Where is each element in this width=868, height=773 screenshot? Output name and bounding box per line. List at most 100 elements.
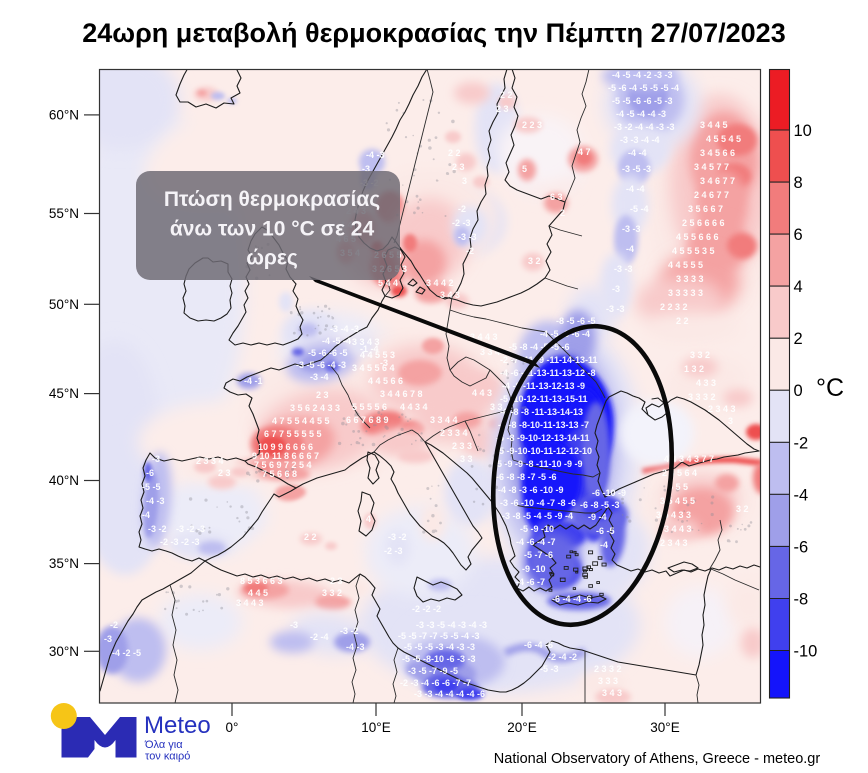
svg-text:6 7 7 5 5 5 5 5: 6 7 7 5 5 5 5 5 xyxy=(264,429,322,439)
svg-text:-4 -5 -4 -2 -3 -3: -4 -5 -4 -2 -3 -3 xyxy=(612,70,673,80)
svg-text:-9 -4: -9 -4 xyxy=(588,512,607,522)
svg-text:-4 -3: -4 -3 xyxy=(366,150,385,160)
svg-text:4 4 5: 4 4 5 xyxy=(248,588,268,598)
svg-text:-5 -5: -5 -5 xyxy=(142,482,161,492)
svg-text:5 4 4: 5 4 4 xyxy=(378,278,398,288)
svg-text:2 2: 2 2 xyxy=(676,316,689,326)
svg-text:5 5 5 5 6: 5 5 5 5 6 xyxy=(352,402,387,412)
svg-text:2 3 5 6 4: 2 3 5 6 4 xyxy=(662,468,697,478)
svg-text:-5 -5 -7 -7 -5 -5 -4 -3: -5 -5 -7 -7 -5 -5 -4 -3 xyxy=(398,631,480,641)
svg-text:-5 -7 -6: -5 -7 -6 xyxy=(524,550,553,560)
svg-text:3 4 4 6 7 8: 3 4 4 6 7 8 xyxy=(380,389,423,399)
svg-text:-2: -2 xyxy=(458,204,466,214)
svg-text:-4 -8 -8-10-11-13-13 -7: -4 -8 -8-10-11-13-13 -7 xyxy=(498,420,589,430)
svg-text:-5 -4: -5 -4 xyxy=(630,204,649,214)
svg-text:2 3 3 4: 2 3 3 4 xyxy=(440,428,468,438)
svg-text:4 7 5 5 4 4 5 5: 4 7 5 5 4 4 5 5 xyxy=(272,416,330,426)
svg-text:2 5 6 6 6 6: 2 5 6 6 6 6 xyxy=(682,218,725,228)
svg-text:-1 -4: -1 -4 xyxy=(360,344,379,354)
svg-text:30°E: 30°E xyxy=(650,720,679,735)
svg-text:3 3 2: 3 3 2 xyxy=(690,350,710,360)
svg-text:-6 -8 -8 -7 -5 -6: -6 -8 -8 -7 -5 -6 xyxy=(496,472,557,482)
svg-text:3 3 3 2: 3 3 3 2 xyxy=(688,392,716,402)
svg-text:Όλα για: Όλα για xyxy=(144,739,183,751)
svg-text:-5 -6 -6 -5: -5 -6 -6 -5 xyxy=(308,348,348,358)
svg-text:-3: -3 xyxy=(104,634,112,644)
svg-text:-3 -3 -5 -4 -3 -4 -3: -3 -3 -5 -4 -3 -4 -3 xyxy=(416,620,487,630)
svg-text:7 5 6 9 7 2 5 4: 7 5 6 9 7 2 5 4 xyxy=(254,460,312,470)
svg-text:-2 -3: -2 -3 xyxy=(452,218,471,228)
svg-text:3 4 3: 3 4 3 xyxy=(602,688,622,698)
svg-text:-3 -5 -3: -3 -5 -3 xyxy=(622,164,651,174)
svg-text:-4 -2 -5: -4 -2 -5 xyxy=(112,648,141,658)
svg-text:7 5 6 6 8: 7 5 6 6 8 xyxy=(262,469,297,479)
svg-text:3 4 4 2: 3 4 4 2 xyxy=(426,278,454,288)
svg-text:2 2 3 2: 2 2 3 2 xyxy=(660,302,688,312)
svg-text:4: 4 xyxy=(794,278,803,296)
svg-text:-4 -3: -4 -3 xyxy=(346,642,365,652)
svg-text:3 3: 3 3 xyxy=(460,454,473,464)
svg-text:60°N: 60°N xyxy=(49,107,79,122)
svg-text:3 4 5 7 7: 3 4 5 7 7 xyxy=(694,162,729,172)
svg-text:-3 -2: -3 -2 xyxy=(148,524,167,534)
svg-text:-2 -3 -2 -3: -2 -3 -2 -3 xyxy=(160,537,200,547)
svg-text:2 3: 2 3 xyxy=(316,390,329,400)
svg-text:3 4 3: 3 4 3 xyxy=(440,290,460,300)
svg-text:National Observatory of Athens: National Observatory of Athens, Greece -… xyxy=(494,751,821,767)
svg-text:-3: -3 xyxy=(152,454,160,464)
svg-text:3 3 2: 3 3 2 xyxy=(322,588,342,598)
svg-text:2 2: 2 2 xyxy=(500,90,513,100)
svg-text:ώρες: ώρες xyxy=(246,247,298,270)
svg-text:10 9 9 6 6 6 6: 10 9 9 6 6 6 6 xyxy=(258,442,313,452)
svg-text:-2 -3 -4 -6 -6 -7 -7: -2 -3 -4 -6 -6 -7 -7 xyxy=(400,678,471,688)
svg-text:4: 4 xyxy=(366,514,371,524)
svg-text:-5 -3: -5 -3 xyxy=(540,664,559,674)
svg-text:-4: -4 xyxy=(794,486,809,504)
svg-text:3 5 4 5 5: 3 5 4 5 5 xyxy=(660,496,695,506)
svg-text:-5 -8 -9-10-12-13-14-11: -5 -8 -9-10-12-13-14-11 xyxy=(496,433,590,443)
svg-text:2 3 3 2: 2 3 3 2 xyxy=(594,664,622,674)
svg-text:4 7: 4 7 xyxy=(578,147,591,157)
svg-text:-3: -3 xyxy=(290,620,298,630)
svg-text:2 2 3: 2 2 3 xyxy=(522,120,542,130)
svg-text:4 4 3 4 3 7 7: 4 4 3 4 3 7 7 xyxy=(664,454,714,464)
svg-text:6 6 7 6 8 9: 6 6 7 6 8 9 xyxy=(346,415,389,425)
svg-text:3 3: 3 3 xyxy=(490,402,503,412)
svg-text:2 3 4 3: 2 3 4 3 xyxy=(660,538,688,548)
svg-text:20°E: 20°E xyxy=(507,720,536,735)
svg-text:10: 10 xyxy=(794,122,812,140)
svg-text:3: 3 xyxy=(728,416,733,426)
svg-text:-4: -4 xyxy=(142,510,150,520)
svg-text:-4 -5 -4: -4 -5 -4 xyxy=(322,336,351,346)
svg-text:0: 0 xyxy=(794,382,803,400)
svg-text:-3 -3: -3 -3 xyxy=(606,304,625,314)
svg-text:-5 -5 -5 -3 -4 -3 -3: -5 -5 -5 -3 -4 -3 -3 xyxy=(404,642,475,652)
svg-text:-9 -10: -9 -10 xyxy=(522,564,546,574)
svg-text:2 3 4 3: 2 3 4 3 xyxy=(708,404,736,414)
svg-text:-4 -3: -4 -3 xyxy=(146,496,165,506)
svg-text:-6 -10 -9: -6 -10 -9 xyxy=(592,488,626,498)
svg-text:2 3 3 4: 2 3 3 4 xyxy=(196,456,224,466)
svg-text:-2: -2 xyxy=(110,620,118,630)
svg-text:2 2: 2 2 xyxy=(448,148,461,158)
svg-text:1 3 2: 1 3 2 xyxy=(684,364,704,374)
svg-text:°C: °C xyxy=(816,374,844,402)
svg-text:3 2: 3 2 xyxy=(736,504,749,514)
svg-text:-5 -10-12-11-13-15-11: -5 -10-12-11-13-15-11 xyxy=(500,394,588,404)
svg-text:6: 6 xyxy=(794,226,803,244)
svg-text:2 2: 2 2 xyxy=(304,532,317,542)
svg-text:2 4 6 7 7: 2 4 6 7 7 xyxy=(694,190,729,200)
svg-text:-3 -3: -3 -3 xyxy=(458,232,477,242)
svg-text:-4 -8 -3 -6 -10 -9: -4 -8 -3 -6 -10 -9 xyxy=(498,485,564,495)
svg-text:-4 -6 -7: -4 -6 -7 xyxy=(516,577,545,587)
svg-text:-3 -6 -10 -4 -7 -8 -6: -3 -6 -10 -4 -7 -8 -6 xyxy=(500,498,576,508)
svg-text:Meteo: Meteo xyxy=(144,712,211,739)
svg-text:-3 -5 -6 -4 -3: -3 -5 -6 -4 -3 xyxy=(296,360,346,370)
svg-text:-4 -4: -4 -4 xyxy=(626,184,645,194)
svg-text:3 5 4 3 3: 3 5 4 3 3 xyxy=(656,510,691,520)
svg-text:4 4 3: 4 4 3 xyxy=(472,388,492,398)
svg-text:-2: -2 xyxy=(794,434,809,452)
svg-text:4 4 3 4: 4 4 3 4 xyxy=(400,402,428,412)
svg-text:-5 -5 -6 -6 -5 -3: -5 -5 -6 -6 -5 -3 xyxy=(612,96,673,106)
svg-text:-4 -5 -4 -4 -3: -4 -5 -4 -4 -3 xyxy=(616,109,666,119)
